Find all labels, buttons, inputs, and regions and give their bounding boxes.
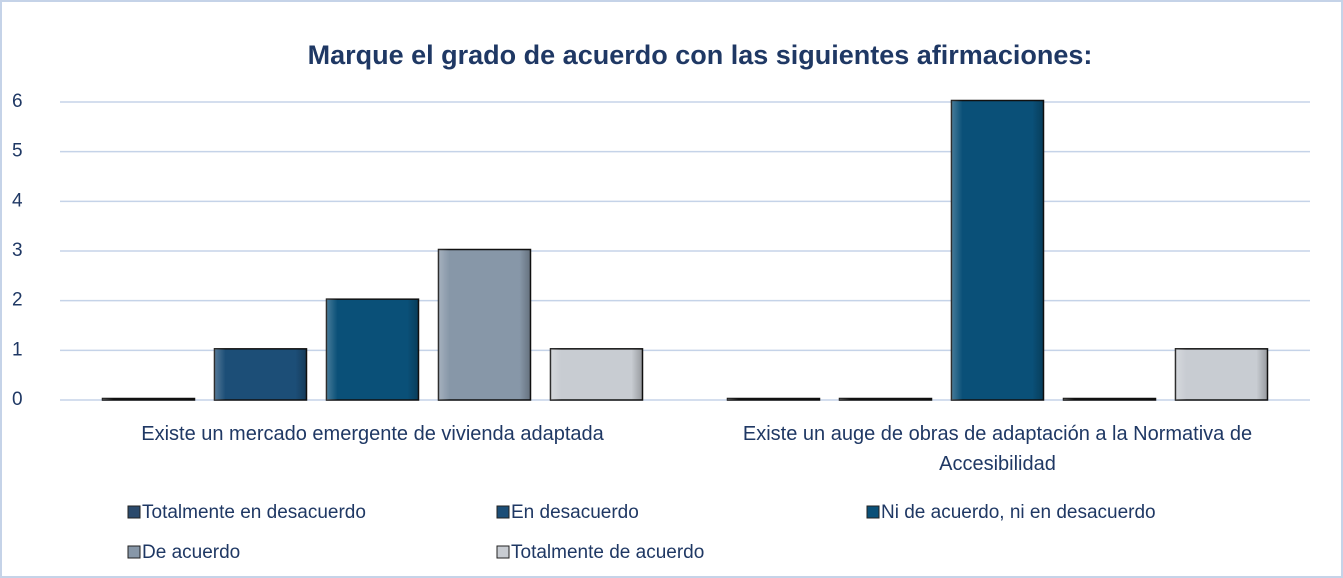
bar-bevel (326, 299, 419, 400)
legend-swatch (127, 505, 141, 519)
y-tick-label: 0 (12, 389, 23, 410)
bar-bevel (1063, 398, 1156, 400)
x-tick-label: Existe un auge de obras de adaptación a … (742, 423, 1253, 475)
y-tick-label: 4 (12, 190, 23, 211)
bar-bevel (727, 398, 820, 400)
legend-label: Totalmente en desacuerdo (142, 502, 366, 523)
y-tick-label: 3 (12, 240, 23, 261)
legend-swatch (496, 545, 510, 559)
y-tick-label: 2 (12, 290, 23, 311)
chart-title: Marque el grado de acuerdo con las sigui… (308, 40, 1093, 70)
legend-swatch (496, 505, 510, 519)
bar-bevel (839, 398, 932, 400)
bar-bevel (951, 100, 1044, 400)
legend-label: Totalmente de acuerdo (511, 542, 704, 563)
y-tick-label: 6 (12, 91, 23, 112)
y-tick-label: 5 (12, 141, 23, 162)
bar-bevel (1175, 348, 1268, 400)
legend-label: En desacuerdo (511, 502, 639, 523)
bar-bevel (102, 398, 195, 400)
y-tick-label: 1 (12, 339, 23, 360)
legend-label: Ni de acuerdo, ni en desacuerdo (881, 502, 1156, 523)
legend-swatch (866, 505, 880, 519)
bar-bevel (550, 348, 643, 400)
x-tick-label: Existe un mercado emergente de vivienda … (141, 423, 604, 445)
bar-bevel (214, 348, 307, 400)
bar-bevel (438, 249, 531, 400)
legend-swatch (127, 545, 141, 559)
legend-label: De acuerdo (142, 542, 240, 563)
